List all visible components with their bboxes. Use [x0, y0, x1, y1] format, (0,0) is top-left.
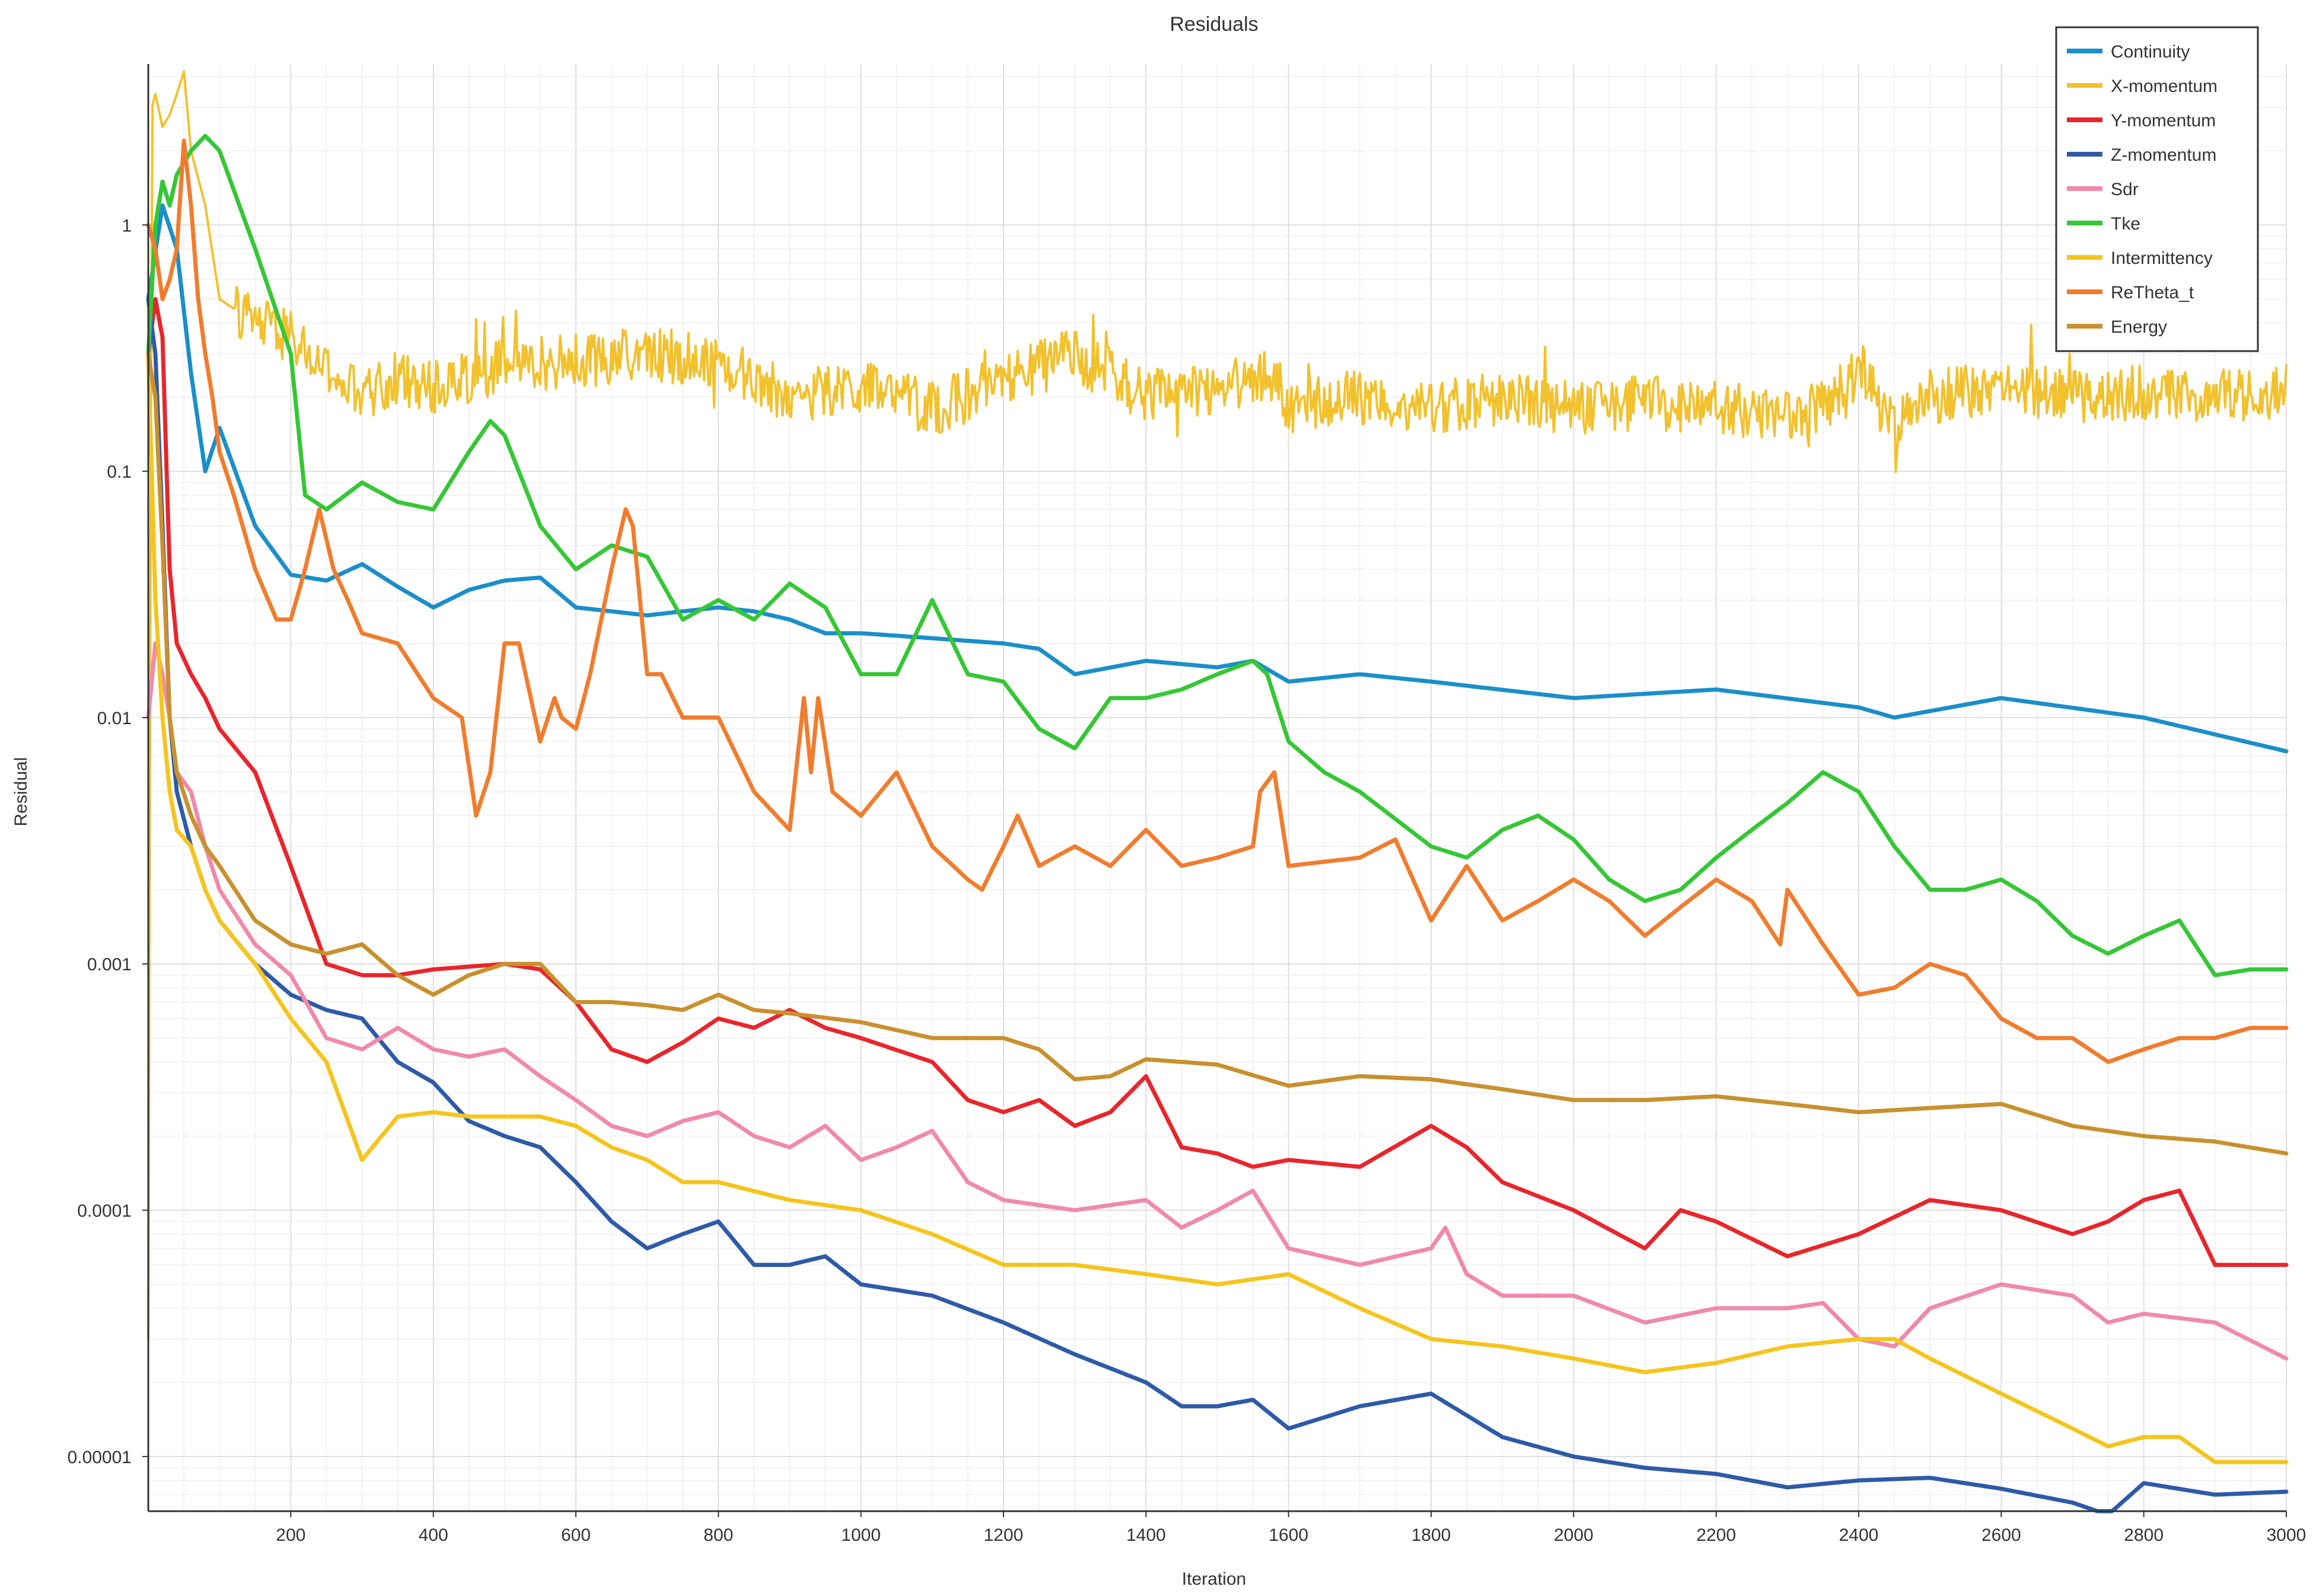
legend-label-x-momentum: X-momentum	[2111, 77, 2218, 96]
legend-label-energy: Energy	[2111, 317, 2167, 337]
x-tick-label: 1800	[1412, 1525, 1451, 1545]
legend-label-z-momentum: Z-momentum	[2111, 145, 2216, 165]
legend-label-sdr: Sdr	[2111, 180, 2139, 199]
y-axis-label: Residual	[11, 757, 31, 827]
legend-label-retheta-t: ReTheta_t	[2111, 283, 2194, 302]
x-tick-label: 2800	[2124, 1525, 2164, 1545]
x-tick-label: 2000	[1554, 1525, 1594, 1545]
x-tick-label: 400	[419, 1525, 448, 1545]
x-axis-label: Iteration	[1182, 1569, 1246, 1589]
x-tick-label: 2400	[1839, 1525, 1879, 1545]
x-tick-label: 1200	[984, 1525, 1024, 1545]
series-line-continuity	[146, 203, 2289, 754]
y-tick-label: 0.01	[97, 709, 132, 728]
x-tick-label: 800	[703, 1525, 733, 1545]
x-tick-label: 2200	[1696, 1525, 1736, 1545]
grid	[148, 64, 2287, 1512]
axes: 200 400 600 800 1000 1200 1400 1600 1800 2000 2200…	[68, 64, 2306, 1545]
series-line-x-momentum	[147, 70, 2287, 1340]
series-line-z-momentum	[146, 297, 2289, 1514]
legend: Continuity X-momentum Y-momentum Z-momentum…	[2055, 26, 2259, 352]
x-tick-label: 2600	[1981, 1525, 2021, 1545]
x-tick-label: 1000	[841, 1525, 881, 1545]
y-tick-label: 0.0001	[77, 1202, 132, 1221]
x-tick-label: 3000	[2267, 1525, 2306, 1545]
series-line-energy	[146, 351, 2289, 1156]
x-tick-label: 200	[276, 1525, 305, 1545]
legend-label-intermittency: Intermittency	[2111, 249, 2213, 268]
legend-label-y-momentum: Y-momentum	[2111, 111, 2216, 130]
series-line-sdr	[146, 641, 2289, 1361]
y-tick-label: 0.001	[87, 955, 132, 974]
legend-label-tke: Tke	[2111, 214, 2140, 234]
y-tick-label: 0.1	[107, 463, 132, 482]
x-tick-label: 1400	[1126, 1525, 1166, 1545]
series-line-retheta-t	[146, 138, 2289, 1064]
x-tick-label: 600	[561, 1525, 591, 1545]
chart-title: Residuals	[1170, 13, 1258, 36]
y-tick-label: 0.00001	[68, 1448, 132, 1467]
y-tick-label: 1	[122, 216, 132, 235]
legend-label-continuity: Continuity	[2111, 42, 2190, 62]
series-lines	[146, 70, 2289, 1514]
x-tick-label: 1600	[1269, 1525, 1308, 1545]
series-line-intermittency	[146, 351, 2289, 1464]
series-line-tke	[146, 133, 2289, 977]
